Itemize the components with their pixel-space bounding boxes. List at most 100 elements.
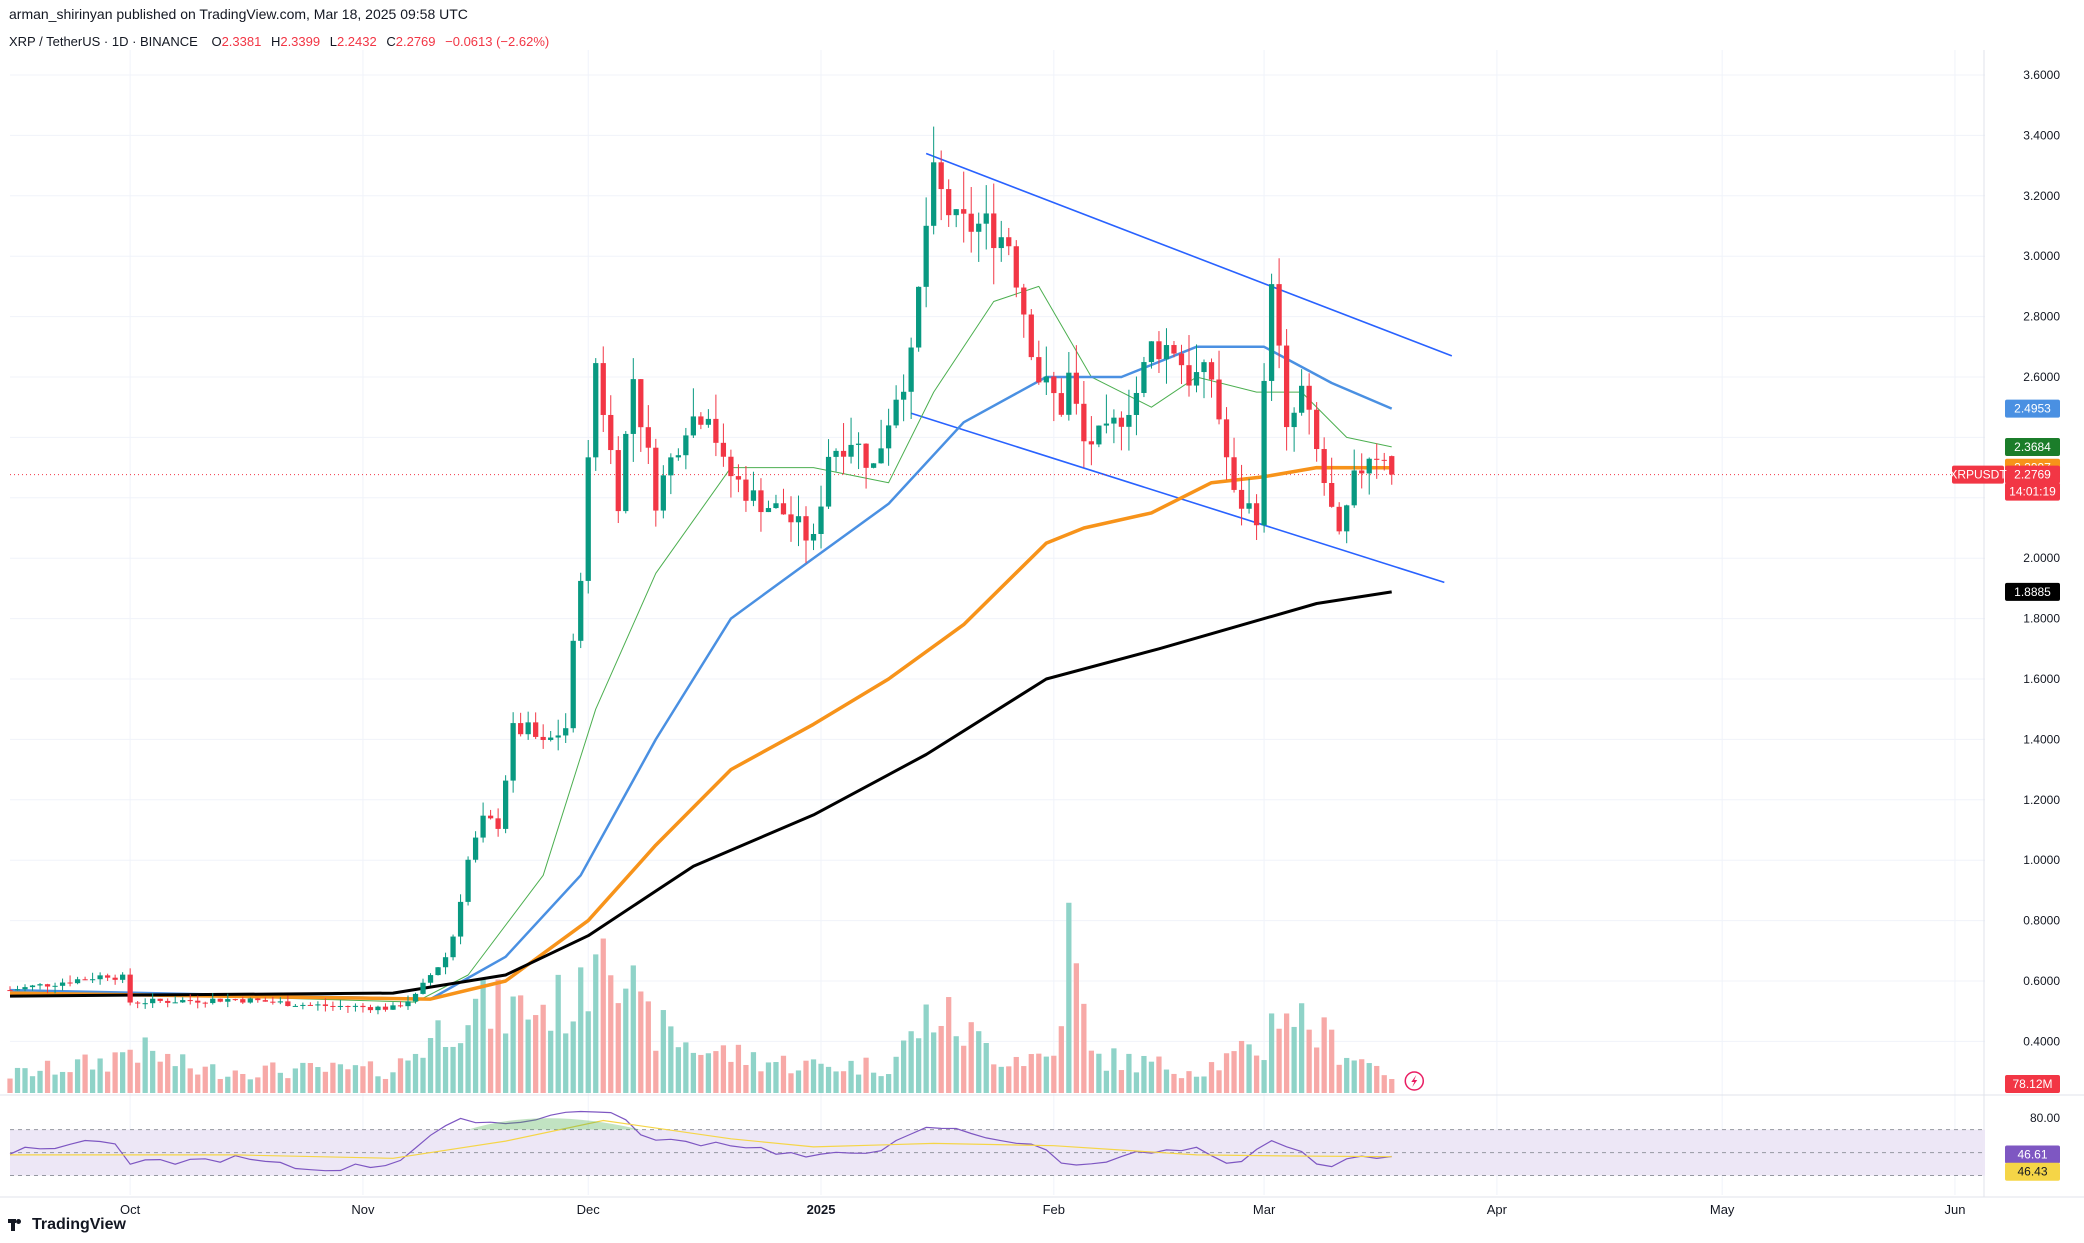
volume-bar: [600, 938, 606, 1093]
volume-bar: [645, 1001, 651, 1093]
candle-body: [660, 475, 666, 511]
volume-bar: [818, 1063, 824, 1093]
candle-body: [1081, 403, 1087, 442]
volume-bar: [780, 1055, 787, 1093]
volume-bar: [44, 1060, 51, 1093]
candle-body: [923, 225, 929, 287]
volume-bar: [570, 1021, 576, 1093]
candle-body: [870, 463, 877, 468]
volume-bar: [638, 991, 644, 1093]
volume-bar: [1058, 1026, 1064, 1093]
volume-bar: [225, 1076, 231, 1093]
candle-body: [397, 1005, 404, 1007]
volume-bar: [1381, 1075, 1387, 1093]
volume-bar: [758, 1071, 764, 1093]
volume-bar: [870, 1072, 877, 1093]
volume-bar: [968, 1022, 974, 1093]
time-tick-label: May: [1710, 1202, 1735, 1217]
volume-bar: [1231, 1051, 1237, 1093]
candle-body: [59, 982, 66, 986]
legend-change: −0.0613 (−2.62%): [445, 34, 550, 49]
volume-bar: [465, 1025, 471, 1093]
publisher-line: arman_shirinyan published on TradingView…: [9, 6, 468, 22]
candle-body: [1314, 409, 1320, 450]
candle-body: [1268, 284, 1275, 381]
volume-bar: [916, 1038, 922, 1093]
candle-body: [510, 723, 516, 781]
volume-bar: [135, 1062, 141, 1093]
candle-body: [893, 399, 899, 426]
channel-upper-line[interactable]: [925, 152, 1453, 357]
volume-bar: [59, 1071, 66, 1093]
volume-bar: [938, 1025, 944, 1093]
candle-body: [901, 391, 907, 400]
time-tick-label: Apr: [1487, 1202, 1508, 1217]
volume-bar: [52, 1074, 58, 1093]
volume-bar: [1081, 1003, 1087, 1093]
candle-body: [420, 982, 426, 994]
volume-bar: [487, 1028, 494, 1093]
candle-body: [240, 999, 246, 1003]
volume-bar: [653, 1050, 659, 1093]
candle-body: [157, 998, 163, 1001]
volume-bar: [705, 1053, 712, 1093]
volume-bar: [1021, 1066, 1027, 1093]
candle-body: [457, 901, 464, 937]
volume-bar: [472, 998, 479, 1093]
candle-body: [623, 433, 629, 512]
volume-bar: [525, 1019, 531, 1093]
candle-body: [277, 1001, 283, 1003]
candle-body: [495, 818, 501, 829]
legend-open-label: O: [211, 34, 222, 49]
candle-body: [750, 490, 757, 501]
volume-bar: [315, 1067, 321, 1093]
volume-bar: [540, 1004, 546, 1093]
candle-body: [480, 815, 486, 838]
volume-bars: [7, 902, 1395, 1093]
volume-bar: [1111, 1048, 1117, 1093]
volume-bar: [563, 1033, 569, 1093]
volume-bar: [240, 1073, 246, 1093]
volume-bar: [765, 1062, 772, 1093]
candle-body: [698, 416, 704, 425]
moving-averages: [9, 285, 1393, 1003]
candle-body: [525, 722, 531, 735]
last-price-badge-bg: [2005, 465, 2060, 484]
price-tick-label: 1.0000: [2023, 853, 2060, 867]
candle-body: [540, 736, 546, 741]
volume-bar: [1171, 1073, 1177, 1093]
rsi-line: [9, 1110, 1392, 1172]
candle-body: [946, 189, 952, 216]
volume-bar: [157, 1061, 163, 1093]
price-tick-label: 3.2000: [2023, 189, 2060, 203]
candle-body: [675, 455, 681, 458]
candle-body: [135, 1002, 141, 1004]
volume-bar: [991, 1064, 997, 1093]
candle-body: [1231, 457, 1237, 490]
candle-body: [878, 448, 884, 464]
volume-bar: [1329, 1029, 1335, 1093]
volume-bar: [142, 1037, 148, 1093]
candle-body: [765, 508, 772, 513]
volume-bar: [442, 1046, 449, 1093]
volume-bar: [998, 1066, 1004, 1093]
volume-bar: [180, 1054, 186, 1093]
candle-body: [938, 162, 944, 190]
candle-body: [1148, 341, 1155, 363]
ma-short-line: [9, 285, 1392, 1003]
descending-channel[interactable]: [10, 152, 1985, 584]
candle-body: [585, 457, 591, 581]
candle-body: [120, 974, 126, 980]
volume-bar: [1006, 1066, 1012, 1093]
volume-bar: [615, 1003, 621, 1093]
candle-body: [1013, 246, 1019, 288]
ma-200-badge-text: 1.8885: [2014, 585, 2051, 599]
volume-bar: [412, 1053, 419, 1093]
volume-bar: [773, 1062, 779, 1093]
brand-name: TradingView: [32, 1216, 126, 1233]
candle-body: [630, 379, 636, 434]
symbol-badge-text: XRPUSDT: [1949, 468, 2007, 482]
tradingview-brand[interactable]: TradingView: [8, 1216, 126, 1234]
rsi-badge-text: 46.61: [2017, 1147, 2047, 1161]
